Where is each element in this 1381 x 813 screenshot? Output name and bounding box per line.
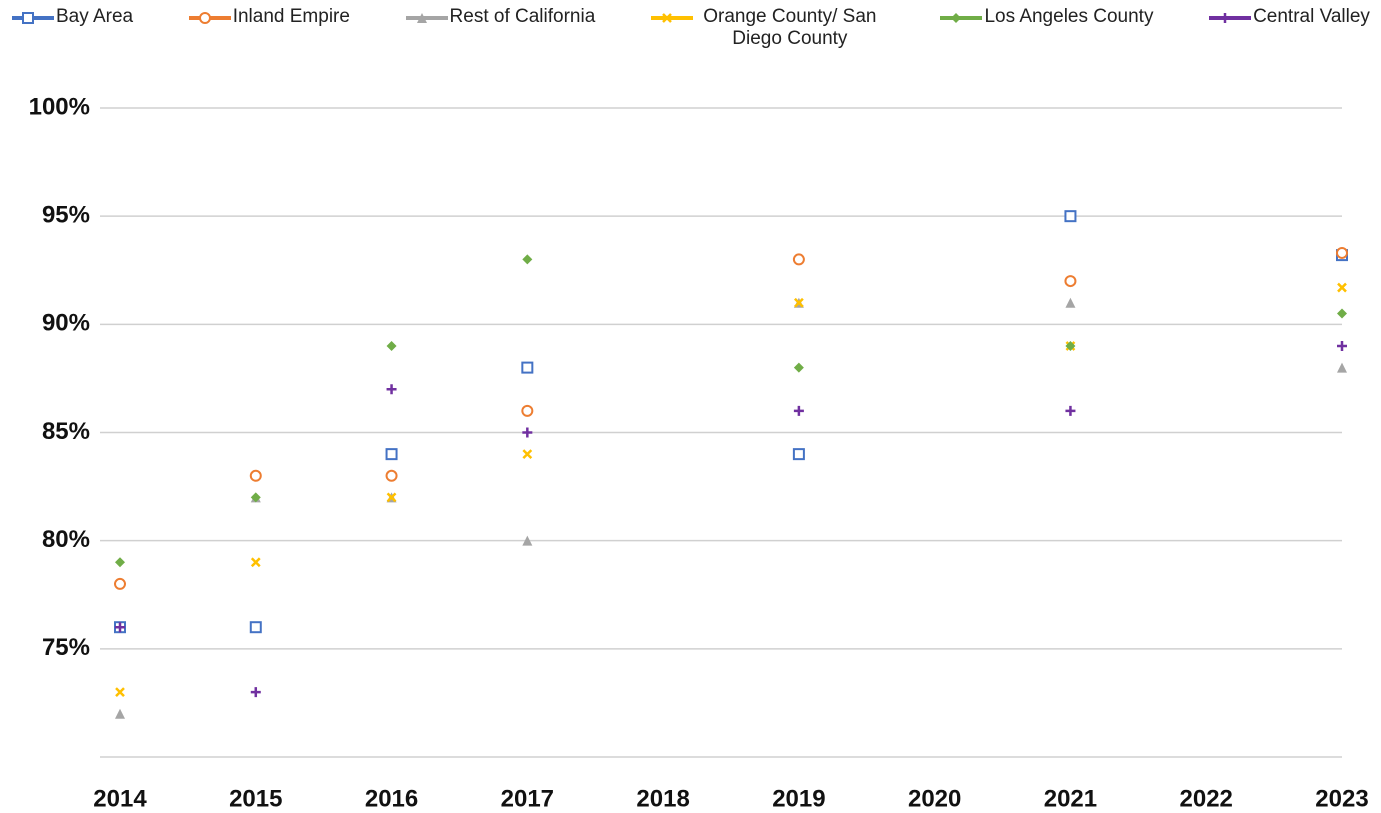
marker [385,469,398,482]
x-tick-label: 2020 [908,785,961,812]
marker [522,535,533,546]
legend-label: Los Angeles County [984,6,1154,27]
legend-item: Los Angeles County [938,6,1153,28]
legend-icon [188,12,231,24]
legend: Bay Area Inland Empire Rest of California O… [10,6,1370,50]
marker [250,492,261,503]
marker [522,449,533,460]
marker [1220,13,1231,23]
marker [385,448,398,461]
legend-icon [940,13,983,23]
marker [198,12,211,24]
legend-icon [650,13,693,23]
y-tick-label: 75% [42,634,90,661]
x-tick-label: 2022 [1180,785,1233,812]
marker [115,708,125,719]
marker [1065,405,1076,416]
marker [386,492,397,503]
marker [794,297,804,308]
marker [793,405,804,416]
y-tick-label: 95% [42,202,90,229]
x-tick-label: 2023 [1315,785,1368,812]
x-tick-label: 2021 [1044,785,1097,812]
marker [1337,340,1347,351]
marker [416,13,427,23]
marker [115,687,125,697]
x-tick-label: 2015 [229,785,282,812]
x-tick-label: 2018 [636,785,689,812]
marker [793,362,804,373]
marker [1064,275,1077,288]
legend-label: Orange County/ San Diego County [703,6,877,49]
legend-item: Inland Empire [187,6,350,28]
y-tick-label: 90% [42,310,90,337]
marker [951,13,962,23]
marker [115,557,125,568]
marker [249,621,262,634]
marker [1337,308,1347,319]
legend-label: Inland Empire [232,6,350,27]
legend-label: Rest of California [449,6,596,27]
marker [1065,340,1076,351]
marker [792,448,805,461]
marker [114,577,126,590]
marker [792,253,805,266]
marker [522,254,533,265]
y-tick-label: 80% [42,526,90,553]
marker [250,557,261,568]
marker [249,469,262,482]
marker [250,687,261,698]
marker [1064,210,1077,223]
marker [1337,282,1347,293]
legend-icon [405,13,448,23]
marker [386,340,397,351]
legend-item: Orange County/ San Diego County [649,6,885,50]
x-tick-label: 2016 [365,785,418,812]
marker [1337,362,1347,373]
marker [521,361,534,374]
x-tick-label: 2019 [772,785,825,812]
marker [386,384,397,395]
marker [1065,297,1076,308]
legend-icon [1209,13,1252,23]
legend-item: Rest of California [404,6,596,28]
legend-item: Central Valley [1207,6,1370,28]
legend-icon [12,12,54,24]
legend-label: Central Valley [1253,6,1370,27]
marker [1336,246,1348,259]
x-tick-label: 2014 [93,785,147,812]
y-tick-label: 85% [42,418,90,445]
marker [661,13,672,23]
marker [115,622,125,633]
y-tick-label: 100% [29,93,90,120]
x-tick-label: 2017 [501,785,554,812]
legend-label: Bay Area [56,6,134,27]
marker [521,404,534,417]
marker [22,12,34,24]
legend-item: Bay Area [10,6,133,28]
marker [522,427,533,438]
